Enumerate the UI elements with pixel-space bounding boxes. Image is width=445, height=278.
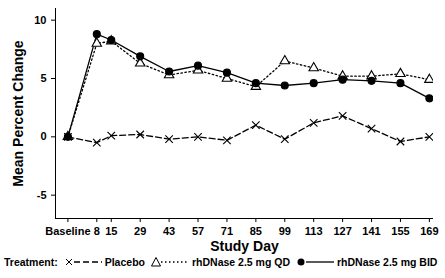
svg-text:Mean Percent Change: Mean Percent Change [10, 40, 26, 186]
svg-text:Baseline: Baseline [45, 225, 90, 237]
svg-text:71: 71 [221, 225, 233, 237]
svg-text:8: 8 [94, 225, 100, 237]
html-text:rhDNase 2.5 mg BID: rhDNase 2.5 mg BID [337, 256, 438, 268]
svg-text:57: 57 [192, 225, 204, 237]
svg-text:29: 29 [134, 225, 146, 237]
svg-text:155: 155 [391, 225, 409, 237]
svg-text:43: 43 [163, 225, 175, 237]
svg-text:-5: -5 [37, 189, 47, 201]
svg-text:99: 99 [279, 225, 291, 237]
svg-text:0: 0 [40, 130, 46, 142]
svg-text:113: 113 [305, 225, 323, 237]
svg-text:85: 85 [250, 225, 262, 237]
svg-text:141: 141 [362, 225, 380, 237]
html-text:Treatment:: Treatment: [4, 256, 58, 268]
html-text:rhDNase 2.5 mg QD: rhDNase 2.5 mg QD [192, 256, 290, 268]
svg-text:15: 15 [105, 225, 117, 237]
svg-text:127: 127 [333, 225, 351, 237]
html-text:Placebo: Placebo [104, 256, 145, 268]
svg-text:169: 169 [420, 225, 438, 237]
svg-text:10: 10 [34, 14, 46, 26]
svg-text:5: 5 [40, 72, 46, 84]
svg-text:Study Day: Study Day [210, 238, 279, 254]
